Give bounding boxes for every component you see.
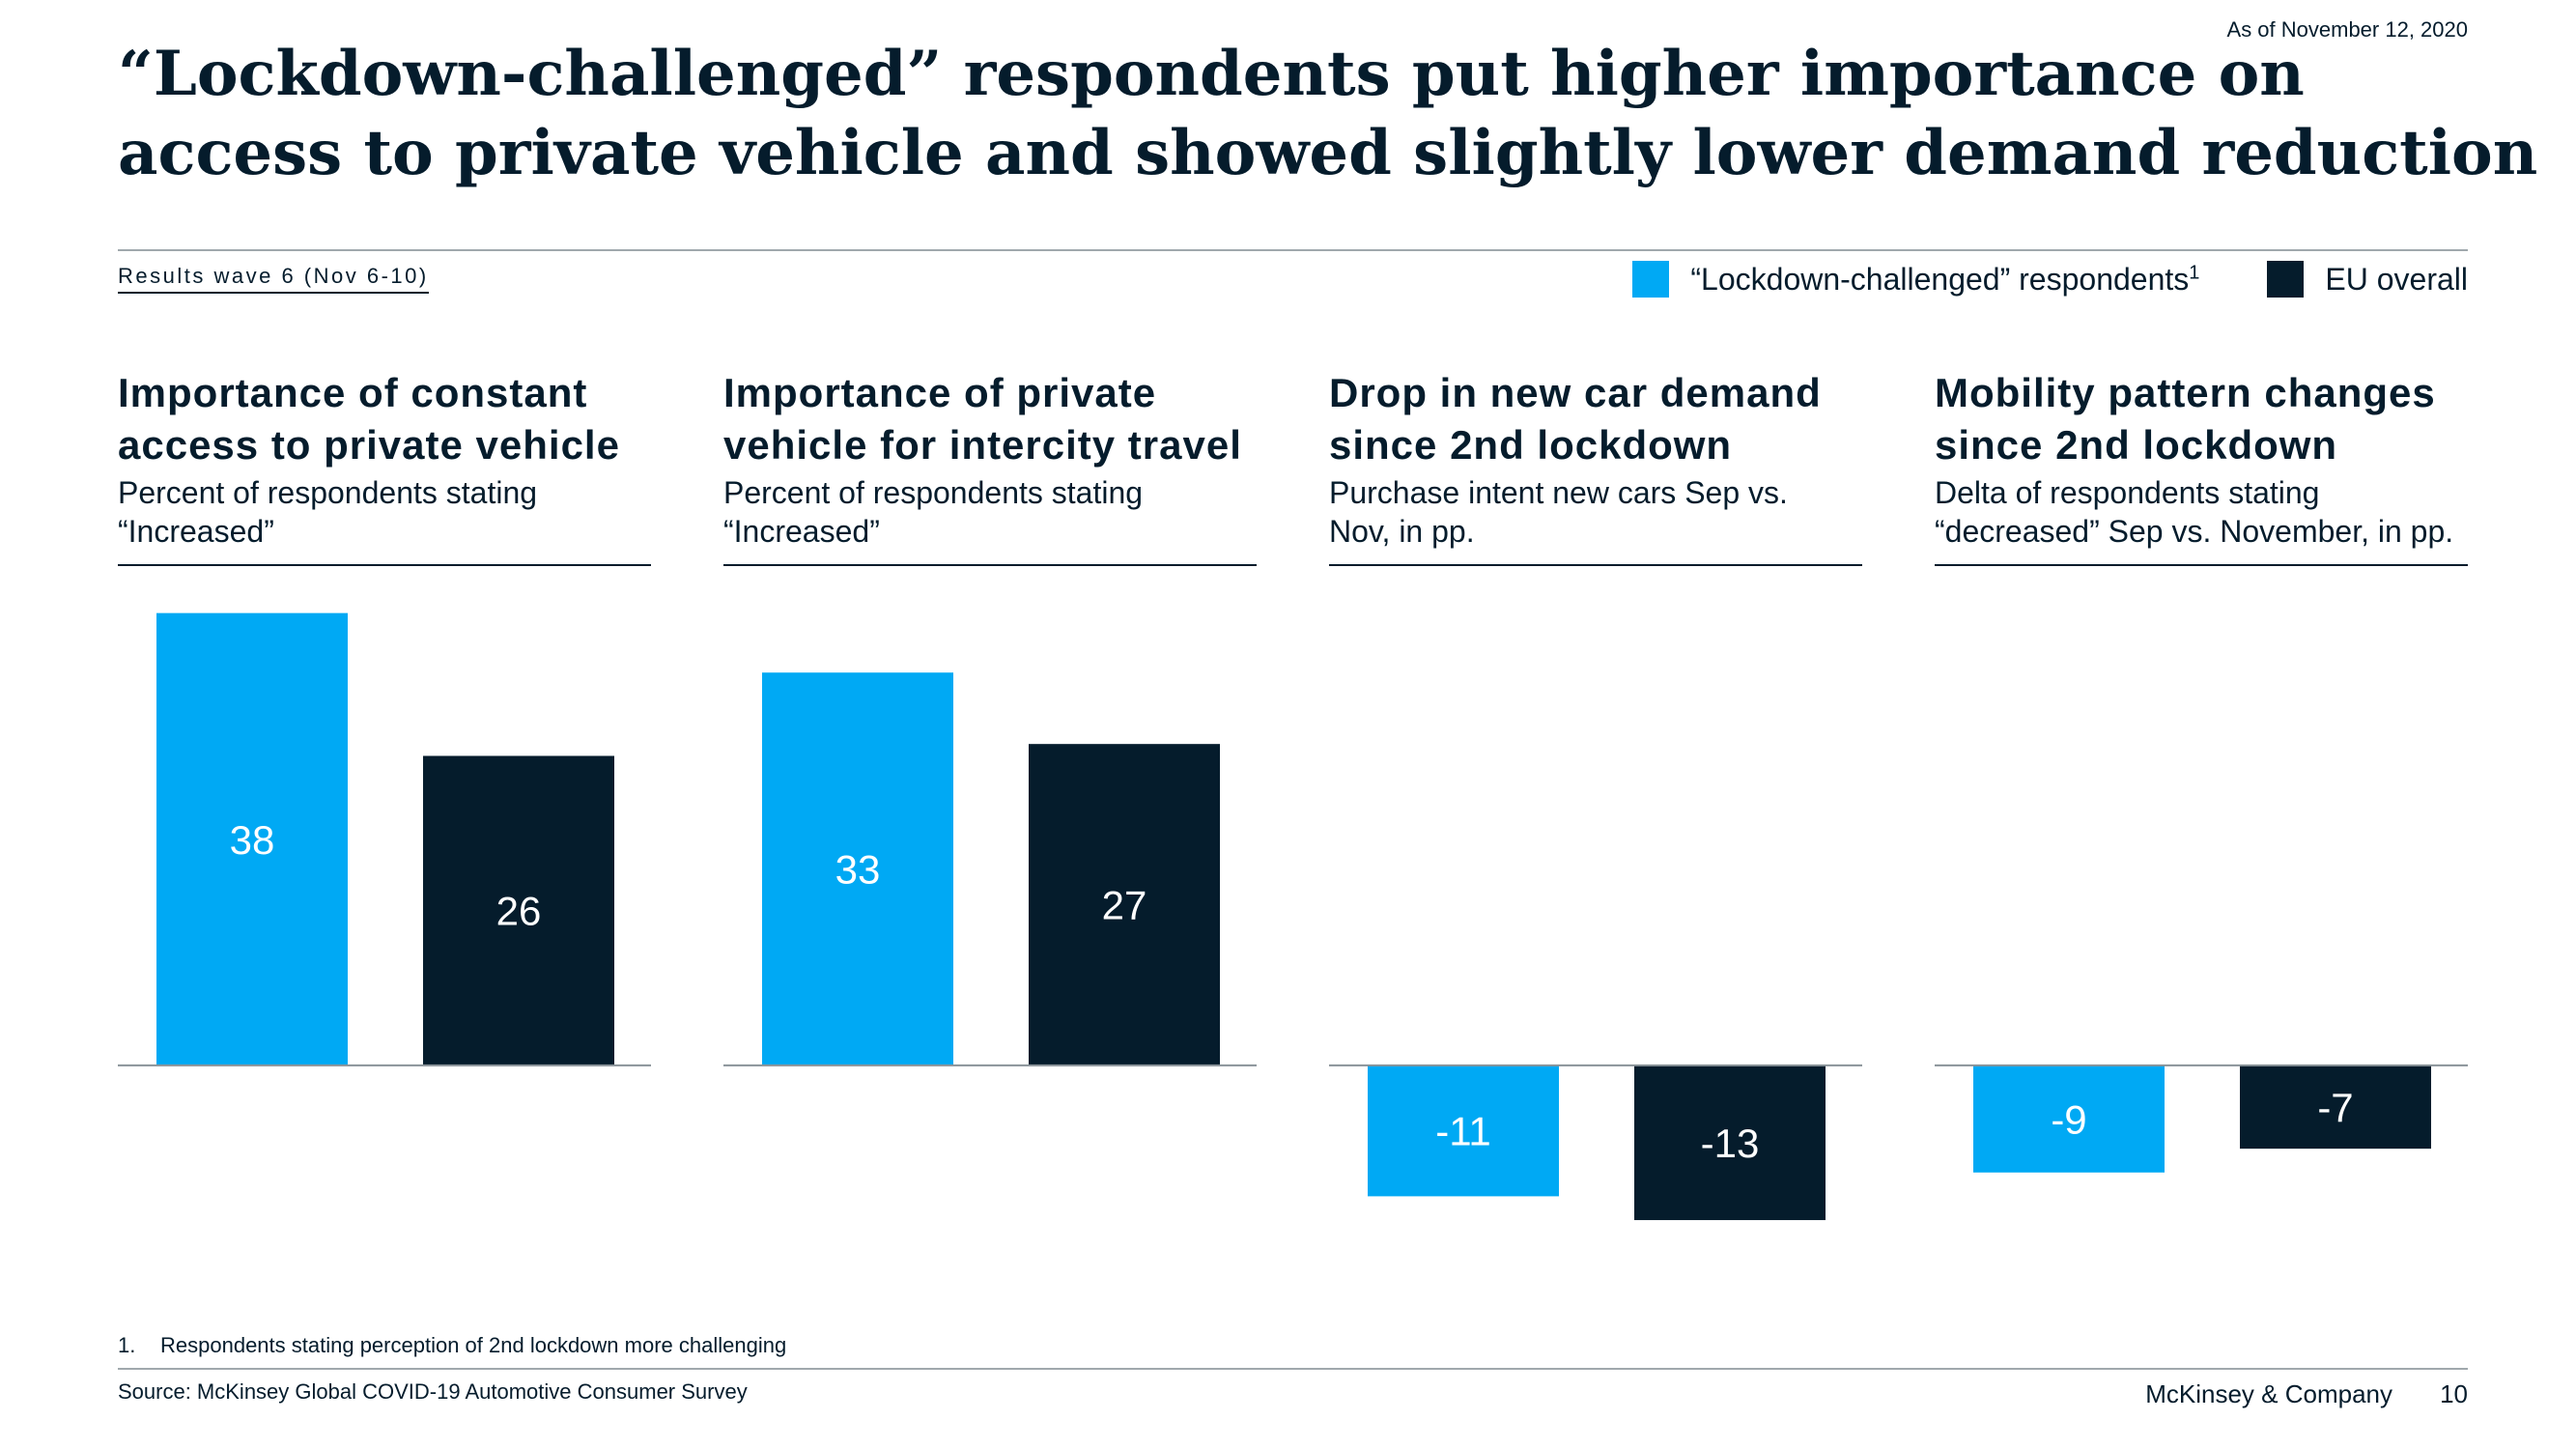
chart-header-rule (118, 564, 651, 566)
bar-eu (1029, 744, 1220, 1065)
legend-swatch-eu (2267, 261, 2305, 298)
chart-title-line-2: vehicle for intercity travel (723, 422, 1242, 468)
page-title-line-1: “Lockdown-challenged” respondents put hi… (118, 38, 2305, 110)
data-label-lockdown: 38 (230, 817, 275, 863)
chart-title-line-2: since 2nd lockdown (1935, 422, 2338, 468)
chart-subtitle-line-1: Purchase intent new cars Sep vs. (1329, 475, 1788, 510)
bar-chart: 33 27 (723, 672, 1257, 1066)
chart-panel-constant-access: Importance of constant access to private… (118, 367, 651, 1285)
top-divider (118, 249, 2468, 251)
chart-title-line-1: Importance of private (723, 370, 1157, 415)
chart-subtitle: Percent of respondents stating “Increase… (118, 473, 651, 551)
bar-eu (423, 755, 614, 1065)
chart-title-line-1: Mobility pattern changes (1935, 370, 2436, 415)
data-label-eu: -7 (2317, 1085, 2353, 1130)
chart-title: Importance of constant access to private… (118, 367, 651, 471)
chart-subtitle-line-2: “decreased” Sep vs. November, in pp. (1935, 514, 2454, 549)
bar-lockdown (1368, 1065, 1559, 1197)
chart-title-line-2: access to private vehicle (118, 422, 620, 468)
bar-chart: 38 26 (118, 612, 651, 1066)
chart-panel-intercity-travel: Importance of private vehicle for interc… (723, 367, 1257, 1285)
data-label-eu: 26 (496, 889, 542, 934)
bar-chart: -9 -7 (1935, 1064, 2468, 1173)
chart-subtitle-line-1: Percent of respondents stating (118, 475, 538, 510)
chart-subtitle: Delta of respondents stating “decreased”… (1935, 473, 2468, 551)
chart-subtitle: Percent of respondents stating “Increase… (723, 473, 1257, 551)
chart-title-line-1: Importance of constant (118, 370, 588, 415)
chart-title-line-1: Drop in new car demand (1329, 370, 1822, 415)
data-label-eu: -13 (1701, 1121, 1760, 1166)
footnote: 1. Respondents stating perception of 2nd … (118, 1333, 786, 1358)
chart-header-rule (1935, 564, 2468, 566)
legend-footnote-marker: 1 (2189, 261, 2200, 283)
chart-subtitle-line-2: “Increased” (118, 514, 274, 549)
chart-subtitle: Purchase intent new cars Sep vs. Nov, in… (1329, 473, 1862, 551)
chart-panel-car-demand: Drop in new car demand since 2nd lockdow… (1329, 367, 1862, 1285)
chart-subtitle-line-2: Nov, in pp. (1329, 514, 1475, 549)
legend-label-lockdown: “Lockdown-challenged” respondents1 (1690, 262, 2199, 298)
legend: “Lockdown-challenged” respondents1 EU ov… (1632, 261, 2468, 298)
page-title: “Lockdown-challenged” respondents put hi… (118, 35, 2538, 193)
footnote-number: 1. (118, 1333, 136, 1357)
bar-lockdown (156, 612, 348, 1065)
bar-eu (1634, 1065, 1826, 1221)
chart-subtitle-line-1: Percent of respondents stating (723, 475, 1144, 510)
chart-title: Drop in new car demand since 2nd lockdow… (1329, 367, 1862, 471)
chart-title: Importance of private vehicle for interc… (723, 367, 1257, 471)
legend-label-eu: EU overall (2325, 261, 2468, 297)
bar-eu (2240, 1065, 2431, 1150)
data-label-lockdown: -9 (2051, 1096, 2086, 1142)
footnote-text: Respondents stating perception of 2nd lo… (160, 1333, 787, 1357)
chart-panel-mobility-pattern: Mobility pattern changes since 2nd lockd… (1935, 367, 2468, 1285)
legend-item-eu: EU overall (2267, 261, 2468, 298)
page-number: 10 (2440, 1379, 2468, 1408)
chart-title: Mobility pattern changes since 2nd lockd… (1935, 367, 2468, 471)
chart-title-line-2: since 2nd lockdown (1329, 422, 1733, 468)
chart-header-rule (723, 564, 1257, 566)
legend-swatch-lockdown (1632, 261, 1670, 298)
company-name: McKinsey & Company (2145, 1379, 2392, 1408)
chart-subtitle-line-1: Delta of respondents stating (1935, 475, 2320, 510)
wave-label: Results wave 6 (Nov 6-10) (118, 264, 429, 294)
bar-chart: -11 -13 (1329, 1064, 1862, 1221)
bottom-divider (118, 1368, 2468, 1370)
chart-header-rule (1329, 564, 1862, 566)
legend-item-lockdown: “Lockdown-challenged” respondents1 (1632, 261, 2199, 298)
bar-lockdown (762, 672, 953, 1065)
data-label-eu: 27 (1102, 883, 1147, 928)
page-title-line-2: access to private vehicle and showed sli… (118, 117, 2538, 189)
bar-lockdown (1973, 1065, 2165, 1173)
chart-subtitle-line-2: “Increased” (723, 514, 880, 549)
data-label-lockdown: -11 (1435, 1109, 1491, 1154)
legend-label-lockdown-text: “Lockdown-challenged” respondents (1690, 261, 2190, 297)
as-of-date: As of November 12, 2020 (2226, 17, 2468, 42)
data-label-lockdown: 33 (835, 847, 881, 893)
source-note: Source: McKinsey Global COVID-19 Automot… (118, 1379, 748, 1404)
